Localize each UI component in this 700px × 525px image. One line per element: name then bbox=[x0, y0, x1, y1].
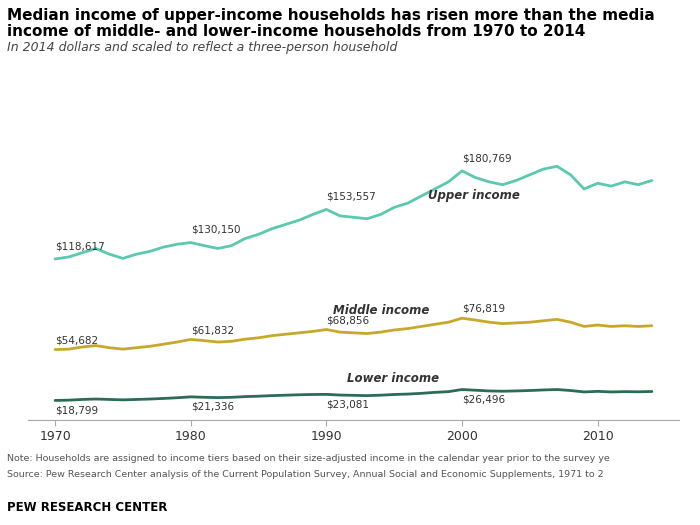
Text: $153,557: $153,557 bbox=[326, 192, 376, 202]
Text: $68,856: $68,856 bbox=[326, 315, 370, 325]
Text: Upper income: Upper income bbox=[428, 189, 520, 202]
Text: $18,799: $18,799 bbox=[55, 405, 98, 415]
Text: PEW RESEARCH CENTER: PEW RESEARCH CENTER bbox=[7, 501, 167, 514]
Text: $118,617: $118,617 bbox=[55, 241, 105, 251]
Text: income of middle- and lower-income households from 1970 to 2014: income of middle- and lower-income house… bbox=[7, 24, 585, 39]
Text: $21,336: $21,336 bbox=[190, 402, 234, 412]
Text: In 2014 dollars and scaled to reflect a three-person household: In 2014 dollars and scaled to reflect a … bbox=[7, 41, 398, 54]
Text: $26,496: $26,496 bbox=[462, 394, 505, 404]
Text: $23,081: $23,081 bbox=[326, 400, 370, 410]
Text: Median income of upper-income households has risen more than the media: Median income of upper-income households… bbox=[7, 8, 654, 23]
Text: $130,150: $130,150 bbox=[190, 225, 240, 235]
Text: Note: Households are assigned to income tiers based on their size-adjusted incom: Note: Households are assigned to income … bbox=[7, 454, 610, 463]
Text: $54,682: $54,682 bbox=[55, 335, 98, 345]
Text: Lower income: Lower income bbox=[346, 372, 439, 385]
Text: $61,832: $61,832 bbox=[190, 325, 234, 335]
Text: $180,769: $180,769 bbox=[462, 153, 512, 163]
Text: $76,819: $76,819 bbox=[462, 304, 505, 314]
Text: Source: Pew Research Center analysis of the Current Population Survey, Annual So: Source: Pew Research Center analysis of … bbox=[7, 470, 603, 479]
Text: Middle income: Middle income bbox=[333, 304, 430, 318]
